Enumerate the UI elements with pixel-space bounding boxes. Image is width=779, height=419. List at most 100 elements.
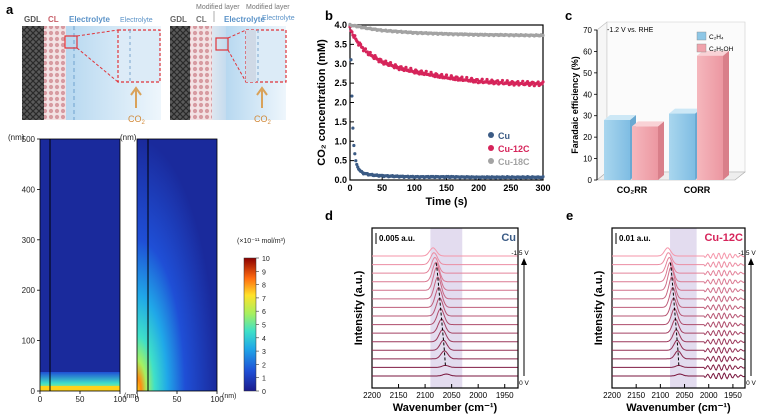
x-tick-label: 0 <box>38 395 43 404</box>
scale-bar-label: 0.005 a.u. <box>379 234 415 243</box>
y-tick-label: 4.0 <box>334 20 347 30</box>
x-axis-label: Time (s) <box>426 196 468 208</box>
data-point <box>541 175 545 179</box>
legend-label: C₂H₅OH <box>709 46 734 53</box>
label-gdl: GDL <box>170 15 187 24</box>
data-point <box>496 79 500 83</box>
x-tick-label: 250 <box>503 183 518 193</box>
co2-arrow <box>256 86 268 108</box>
colorbar-tick-label: 8 <box>262 283 266 290</box>
chart-co2-concentration: 0 50 100 150 200 250 300 0.0 0.5 1.0 1.5 2.0 2.5 3.0 3… <box>316 20 551 208</box>
series-Cu-12C <box>348 25 545 88</box>
panel-label-e: e <box>566 208 573 223</box>
potential-arrowhead <box>748 258 754 265</box>
heatmap-field <box>137 139 217 391</box>
legend-label: Cu <box>498 131 510 141</box>
data-point <box>433 75 437 79</box>
bar-top <box>632 121 664 127</box>
x-unit-label: (nm) <box>222 393 236 400</box>
data-point <box>351 126 355 130</box>
colorbar-tick-label: 10 <box>262 256 270 263</box>
y-tick-label: 0 <box>31 387 36 396</box>
data-point <box>419 69 424 73</box>
y-tick-label: 2.5 <box>334 78 347 88</box>
spectrum-curve <box>612 372 745 380</box>
heatmap-left: (nm) 500 400 300 200 100 0 0 50 100 <box>8 133 127 404</box>
y-tick-label: 500 <box>22 135 36 144</box>
data-point <box>379 58 383 62</box>
label-electrolyte-zoom: Electrolyte <box>120 17 153 24</box>
cl-layer <box>44 26 66 120</box>
peak-shift-guide <box>669 262 680 366</box>
data-point <box>359 42 363 47</box>
x-unit-label-left: (nm) <box>124 393 138 400</box>
bar-C₂H₅OH-0 <box>632 126 658 180</box>
y-tick-label: 30 <box>583 112 592 121</box>
label-cl: CL <box>48 15 59 24</box>
label-electrolyte: Electrolyte <box>224 15 265 24</box>
label-cl: CL <box>196 15 207 24</box>
schematic-right: GDL CL Modified layer Electrolyte Modifi… <box>170 4 295 126</box>
data-point <box>521 79 525 83</box>
x-tick-label: 2200 <box>603 391 621 400</box>
spectrum-curve <box>612 276 745 303</box>
spectrum-curve <box>612 247 745 260</box>
colorbar-tick-label: 1 <box>262 376 266 383</box>
data-point <box>353 34 357 38</box>
data-point <box>516 79 520 84</box>
spectrum-curve <box>612 329 745 346</box>
colorbar-tick-label: 0 <box>262 389 266 396</box>
panel-label-b: b <box>325 8 333 23</box>
x-tick-label: 2100 <box>651 391 669 400</box>
data-point <box>397 68 401 72</box>
spectrum-curve <box>612 297 745 320</box>
heatmap-right: (nm) (nm) (nm) 0 50 100 <box>120 133 236 404</box>
data-point <box>353 152 357 156</box>
data-point <box>404 65 408 69</box>
y-tick-label: 60 <box>583 47 592 56</box>
spectrum-curve <box>612 266 745 295</box>
spectrum-curve <box>612 350 745 363</box>
potential-top-label: -1.5 V <box>511 250 529 257</box>
label-co2: CO2 <box>254 114 272 126</box>
legend-marker <box>488 158 494 164</box>
x-category-label: CORR <box>684 185 711 195</box>
spectrum-curve <box>372 364 518 368</box>
data-point <box>485 77 489 82</box>
data-point <box>350 30 354 34</box>
data-point <box>413 71 417 75</box>
potential-arrowhead <box>521 258 527 265</box>
bar-C₂H₄-1 <box>669 113 695 180</box>
colorbar-title: (×10⁻¹¹ mol/m³) <box>237 238 285 245</box>
y-tick-label: 1.0 <box>334 136 347 146</box>
x-tick-label: 100 <box>113 395 127 404</box>
zoom-box <box>64 35 78 49</box>
x-tick-label: 100 <box>407 183 422 193</box>
label-gdl: GDL <box>24 15 41 24</box>
cl-layer <box>190 26 212 120</box>
spectrum-curve <box>612 256 745 277</box>
spectrum-curve <box>372 350 518 360</box>
label-electrolyte-zoom: Electrolyte <box>262 15 295 22</box>
series-Cu-18C <box>348 22 545 38</box>
spectrum-curve <box>372 373 518 377</box>
scale-bar-label: 0.01 a.u. <box>619 234 651 243</box>
y-tick-label: 300 <box>22 236 36 245</box>
annotation: -1.2 V vs. RHE <box>607 27 654 34</box>
legend-label: C₂H₄ <box>709 34 724 41</box>
zoom-box <box>215 37 229 51</box>
y-axis-label: CO₂ concentration (mM) <box>316 39 328 166</box>
potential-bottom-label: 0 V <box>746 380 756 387</box>
x-tick-label: 50 <box>173 395 182 404</box>
bar-top <box>669 108 701 114</box>
spectrum-curve <box>612 339 745 355</box>
y-tick-label: 10 <box>583 155 592 164</box>
sample-label: Cu-12C <box>704 232 743 244</box>
spectrum-curve <box>612 286 745 312</box>
bar-side <box>658 121 664 180</box>
spectrum-curve <box>612 318 745 337</box>
series-Cu <box>348 23 545 180</box>
zoom-inset <box>117 29 161 83</box>
y-axis-label: Intensity (a.u.) <box>353 270 365 345</box>
data-point <box>384 59 388 63</box>
